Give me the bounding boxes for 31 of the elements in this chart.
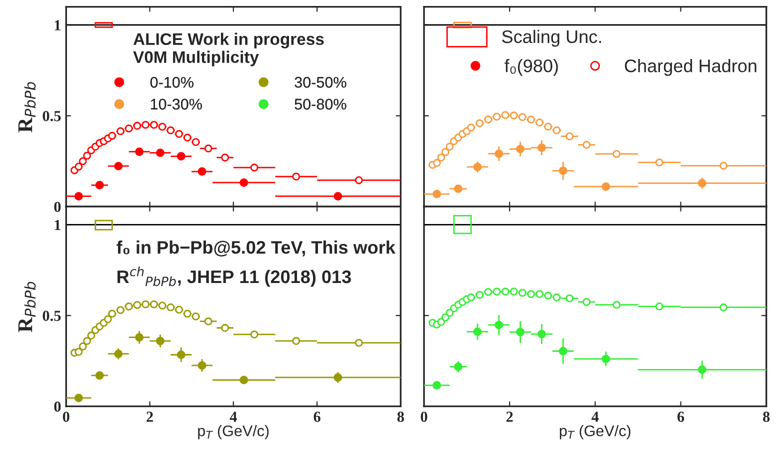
x-tick-label: 4 [230,412,237,422]
x-tick-label: 8 [397,412,404,422]
x-tick-label: 6 [314,412,320,422]
x-tick-label: 2 [146,412,153,422]
annotation: ALICE Work in progress [133,32,324,48]
legend-label: 30-50% [294,76,346,88]
legend-label: Scaling Unc. [502,30,601,47]
y-tick-label: 0 [54,401,61,412]
legend-label: 0-10% [150,76,194,88]
x-tick-label: 0 [420,412,428,422]
x-axis-title: p$_{T}$ (GeV/c) [198,425,269,440]
y-axis-title: R$_{PbPb}$ [18,282,36,332]
y-axis-title: R$_{PbPb}$ [18,82,36,132]
x-axis-title: p$_{T}$ (GeV/c) [560,425,630,440]
y-tick-label: 0 [54,202,61,212]
annotation: f₀(980) [504,59,558,76]
x-tick-label: 0 [62,412,70,422]
legend-label: 50-80% [294,98,346,110]
x-tick-label: 2 [506,412,513,422]
annotation: f₀ in Pb−Pb@5.02 TeV, This work [116,240,396,256]
y-tick-label: 1 [54,220,60,230]
x-tick-label: 4 [592,412,599,422]
y-tick-label: 0.5 [42,110,61,122]
legend-label: Charged Hadron [624,59,756,76]
x-tick-label: 8 [763,412,770,422]
y-tick-label: 0.5 [42,310,61,322]
annotation: V0M Multiplicity [133,50,259,66]
legend-label: 10-30% [150,98,202,110]
x-tick-label: 6 [677,412,684,422]
annotation: R$^{ch}$$_{PbPb}$, JHEP 11 (2018) 013 [118,266,351,287]
y-tick-label: 1 [54,20,60,30]
